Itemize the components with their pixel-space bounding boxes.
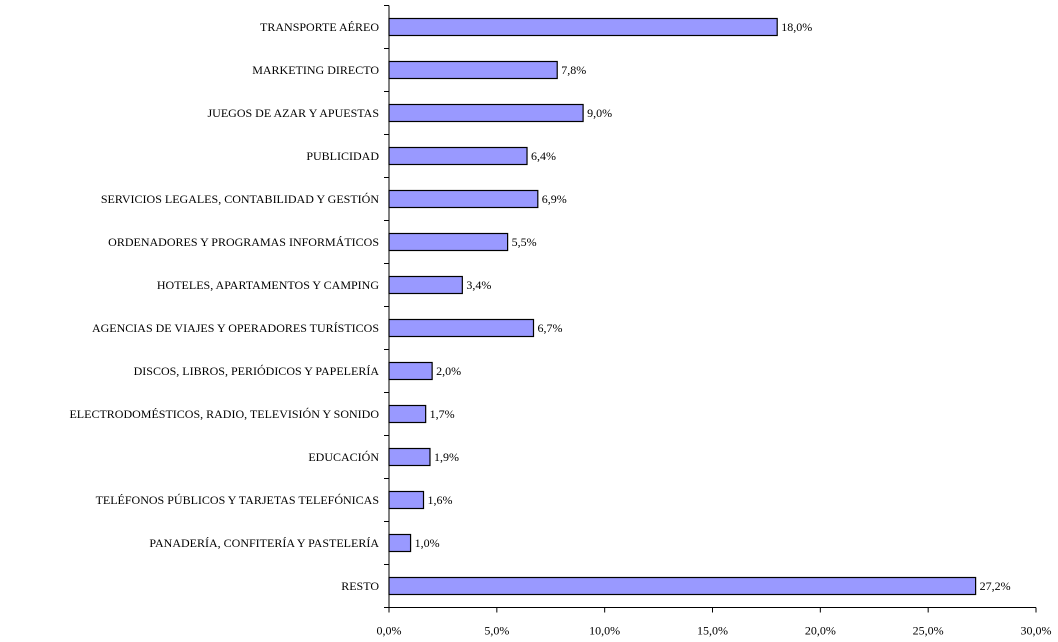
value-label: 1,0% [415,536,440,550]
y-tick-label: PANADERÍA, CONFITERÍA Y PASTELERÍA [149,536,379,550]
y-tick-label: TRANSPORTE AÉREO [260,20,379,34]
y-tick-label: SERVICIOS LEGALES, CONTABILIDAD Y GESTIÓ… [101,192,380,206]
x-tick-label: 20,0% [805,623,836,637]
value-label: 7,8% [561,63,586,77]
y-tick-label: MARKETING DIRECTO [252,63,379,77]
y-tick-label: RESTO [341,579,379,593]
value-label: 6,7% [537,321,562,335]
y-tick-label: AGENCIAS DE VIAJES Y OPERADORES TURÍSTIC… [92,321,379,335]
bar [388,232,509,252]
value-label: 6,9% [542,192,567,206]
x-tick-label: 15,0% [697,623,728,637]
bar [388,318,535,338]
value-label: 6,4% [531,149,556,163]
x-tick-label: 30,0% [1021,623,1052,637]
y-tick-label: PUBLICIDAD [306,149,379,163]
bar [388,490,425,510]
bar [388,17,778,37]
bar [388,103,584,123]
value-label: 5,5% [512,235,537,249]
x-tick-label: 5,0% [484,623,509,637]
value-label: 3,4% [466,278,491,292]
value-label: 1,7% [430,407,455,421]
x-tick-label: 0,0% [377,623,402,637]
bar [388,576,977,596]
bar [388,404,427,424]
value-label: 1,9% [434,450,459,464]
y-tick-label: TELÉFONOS PÚBLICOS Y TARJETAS TELEFÓNICA… [96,493,379,507]
value-label: 2,0% [436,364,461,378]
bar [388,533,412,553]
bar [388,447,431,467]
value-label: 9,0% [587,106,612,120]
y-tick-label: HOTELES, APARTAMENTOS Y CAMPING [157,278,379,292]
value-label: 1,6% [428,493,453,507]
y-tick-label: DISCOS, LIBROS, PERIÓDICOS Y PAPELERÍA [134,364,380,378]
x-tick-label: 25,0% [913,623,944,637]
value-label: 18,0% [781,20,812,34]
y-tick-label: JUEGOS DE AZAR Y APUESTAS [207,106,379,120]
bar [388,361,433,381]
y-tick-label: EDUCACIÓN [308,450,379,464]
x-tick-label: 10,0% [589,623,620,637]
y-tick-label: ELECTRODOMÉSTICOS, RADIO, TELEVISIÓN Y S… [69,407,379,421]
bar [388,60,558,80]
value-label: 27,2% [980,579,1011,593]
y-tick-label: ORDENADORES Y PROGRAMAS INFORMÁTICOS [108,235,379,249]
bar [388,275,463,295]
bar [388,189,539,209]
bar [388,146,528,166]
